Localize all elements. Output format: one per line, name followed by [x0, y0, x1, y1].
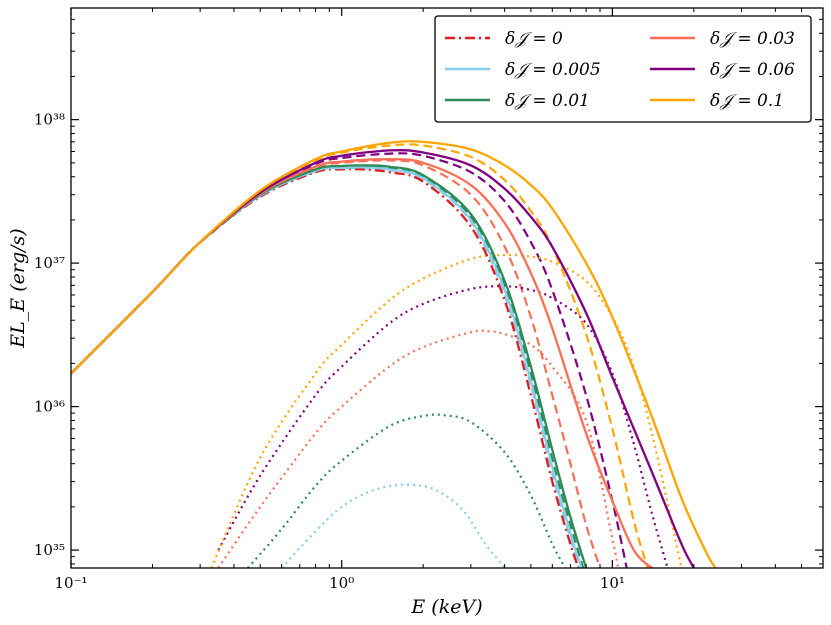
legend-label: δ𝒥 = 0.06	[710, 60, 795, 80]
ticks: 10⁻¹ 10⁰ 10¹ 10³⁵ 10³⁶ 10³⁷ 10³⁸	[34, 8, 823, 592]
component-curve	[199, 159, 602, 568]
series-line	[71, 158, 653, 568]
series-line	[71, 164, 588, 568]
x-tick-label: 10⁻¹	[54, 574, 87, 592]
legend-label: δ𝒥 = 0.03	[710, 29, 795, 49]
legend-label: δ𝒥 = 0.1	[710, 91, 784, 111]
component-curve	[199, 152, 628, 568]
y-axis-label: EL_E (erg/s)	[7, 228, 29, 348]
legend-label: δ𝒥 = 0	[505, 29, 563, 49]
component-curve	[246, 413, 567, 568]
plot-frame	[70, 7, 824, 569]
series-line	[71, 140, 717, 568]
x-tick-label: 10¹	[600, 574, 625, 592]
component-curve	[217, 285, 669, 568]
y-tick-label: 10³⁵	[34, 541, 65, 559]
y-tick-label: 10³⁶	[34, 398, 65, 416]
series-line	[71, 167, 580, 568]
series-line	[71, 166, 583, 568]
legend: δ𝒥 = 0 δ𝒥 = 0.005 δ𝒥 = 0.01 δ𝒥 = 0.03 δ𝒥 = 0…	[434, 15, 812, 123]
y-tick-label: 10³⁸	[34, 111, 65, 129]
series-line	[71, 149, 695, 568]
component-curve	[217, 329, 620, 568]
curves	[71, 140, 717, 568]
x-axis-label: E (keV)	[410, 596, 482, 618]
component-curve	[199, 166, 580, 568]
legend-box	[434, 15, 812, 123]
legend-label: δ𝒥 = 0.005	[505, 60, 601, 80]
y-tick-label: 10³⁷	[34, 254, 65, 272]
component-curve	[210, 253, 683, 568]
component-curve	[280, 483, 506, 568]
legend-label: δ𝒥 = 0.01	[505, 91, 590, 111]
x-tick-label: 10⁰	[329, 574, 354, 592]
